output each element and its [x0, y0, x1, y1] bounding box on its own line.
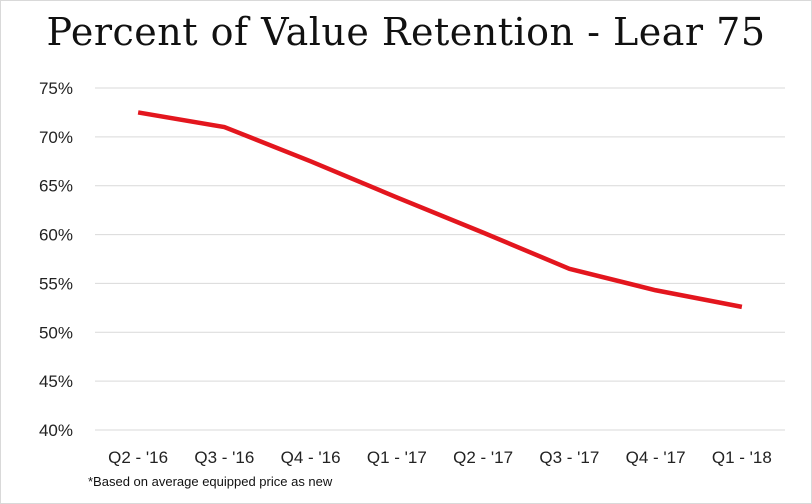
- x-tick-label: Q1 - '17: [367, 448, 427, 467]
- x-tick-label: Q4 - '17: [626, 448, 686, 467]
- y-tick-label: 55%: [39, 274, 73, 293]
- y-tick-label: 45%: [39, 372, 73, 391]
- y-tick-label: 65%: [39, 177, 73, 196]
- x-tick-label: Q4 - '16: [281, 448, 341, 467]
- y-tick-label: 40%: [39, 421, 73, 440]
- x-tick-label: Q3 - '17: [539, 448, 599, 467]
- y-tick-label: 75%: [39, 79, 73, 98]
- x-tick-label: Q3 - '16: [194, 448, 254, 467]
- y-tick-label: 70%: [39, 128, 73, 147]
- y-tick-label: 60%: [39, 226, 73, 245]
- y-tick-label: 50%: [39, 323, 73, 342]
- chart-footnote: *Based on average equipped price as new: [88, 474, 333, 489]
- x-tick-label: Q2 - '16: [108, 448, 168, 467]
- x-tick-label: Q1 - '18: [712, 448, 772, 467]
- series-line-0: [137, 110, 743, 310]
- chart-title: Percent of Value Retention - Lear 75: [46, 10, 766, 54]
- x-tick-label: Q2 - '17: [453, 448, 513, 467]
